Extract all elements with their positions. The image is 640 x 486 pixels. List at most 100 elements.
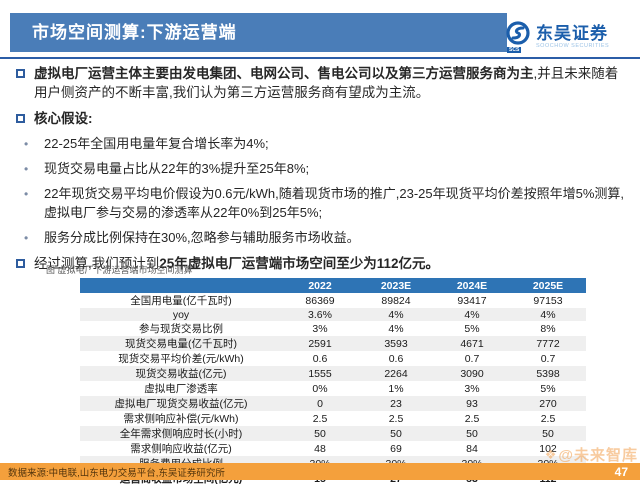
soochow-logo-icon: SCS: [504, 21, 532, 53]
row-value: 4671: [434, 336, 510, 352]
row-value: 4%: [510, 308, 586, 322]
column-header: 2023E: [358, 278, 434, 293]
table-header-row: 2022 2023E 2024E 2025E: [80, 278, 586, 293]
row-value: 0.6: [388, 352, 404, 365]
watermark-icon: ❖: [544, 446, 558, 462]
row-label: 全年需求侧响应时长(小时): [80, 426, 282, 442]
row-value: 0: [282, 396, 358, 412]
logo-badge: SCS: [507, 47, 522, 53]
row-label: yoy: [80, 308, 282, 322]
bullet-operators-rest: ,并且未来随着用户侧资产的不断丰富,我们认为第三方运营服务商有望成为主流。: [34, 66, 619, 100]
row-value: 270: [510, 396, 586, 412]
bullet-operators-bold: 虚拟电厂运营主体主要由发电集团、电网公司、售电公司以及第三方运营服务商为主: [34, 66, 534, 81]
data-source-note: 数据来源:中电联,山东电力交易平台,东吴证券研究所: [8, 467, 225, 479]
row-value: 3593: [358, 336, 434, 352]
row-value: 0.7: [540, 352, 556, 365]
row-value: 8%: [540, 322, 556, 335]
bullet-conclusion: 经过测算,我们预计到25年虚拟电厂运营端市场空间至少为112亿元。: [14, 254, 626, 273]
row-value: 69: [390, 442, 402, 455]
square-bullet-icon: [16, 69, 25, 78]
row-value: 0%: [312, 382, 328, 395]
row-value: 0.6: [312, 352, 328, 365]
table-row: yoy 3.6% 4% 4% 4%: [80, 308, 586, 322]
row-value: 2.5: [540, 412, 556, 425]
row-value: 5%: [464, 322, 480, 335]
row-value: 7772: [510, 336, 586, 352]
market-table-body: 全国用电量(亿千瓦时) 86369 89824 93417 97153 yoy 3.6% 4%…: [80, 293, 586, 486]
row-value: 50: [434, 426, 510, 442]
table-row: 需求侧响应收益(亿元) 48 69 84 102: [80, 441, 586, 456]
row-value: 2591: [282, 336, 358, 352]
column-header: 2022: [282, 278, 358, 293]
row-value: 86369: [305, 294, 335, 307]
row-value: 84: [466, 442, 478, 455]
square-bullet-icon: [16, 114, 25, 123]
row-label: 现货交易收益(亿元): [80, 366, 282, 382]
row-label: 虚拟电厂渗透率: [144, 383, 218, 396]
watermark-text: @未来智库: [558, 447, 638, 464]
row-value: 97153: [533, 294, 563, 307]
row-value: 48: [314, 442, 326, 455]
assumption-item: 现货交易电量占比从22年的3%提升至25年8%;: [20, 160, 626, 179]
row-value: 1555: [282, 366, 358, 382]
row-value: 50: [282, 426, 358, 442]
row-value: 4%: [388, 322, 404, 335]
footer-bar: 数据来源:中电联,山东电力交易平台,东吴证券研究所 47: [0, 463, 640, 480]
row-value: 2.5: [388, 412, 404, 425]
row-value: 93: [434, 396, 510, 412]
row-value: 5%: [540, 382, 556, 395]
table-row: 现货交易平均价差(元/kWh) 0.6 0.6 0.7 0.7: [80, 351, 586, 366]
row-value: 23: [358, 396, 434, 412]
table-row: 现货交易收益(亿元) 1555 2264 3090 5398: [80, 366, 586, 382]
table-row: 虚拟电厂现货交易收益(亿元) 0 23 93 270: [80, 396, 586, 412]
row-value: 4%: [434, 308, 510, 322]
row-value: 2.5: [312, 412, 328, 425]
row-label: 需求侧响应收益(亿元): [130, 443, 232, 456]
row-value: 1%: [388, 382, 404, 395]
bullet-conclusion-text: 经过测算,我们预计到25年虚拟电厂运营端市场空间至少为112亿元。: [34, 254, 626, 273]
row-value: 2.5: [464, 412, 480, 425]
row-value: 0.7: [464, 352, 480, 365]
row-value: 89824: [381, 294, 411, 307]
page-number: 47: [614, 464, 628, 479]
table-row: 现货交易电量(亿千瓦时) 2591 3593 4671 7772: [80, 336, 586, 352]
row-label: 需求侧响应补偿(元/kWh): [123, 413, 239, 426]
row-label: 虚拟电厂现货交易收益(亿元): [80, 396, 282, 412]
row-value: 5398: [510, 366, 586, 382]
table-row: 参与现货交易比例 3% 4% 5% 8%: [80, 321, 586, 336]
row-label: 全国用电量(亿千瓦时): [130, 295, 232, 307]
header-divider: [0, 57, 640, 59]
row-value: 3%: [464, 382, 480, 395]
watermark: ❖ @未来智库: [545, 444, 638, 465]
row-label: 现货交易平均价差(元/kWh): [118, 353, 244, 366]
table-row: 需求侧响应补偿(元/kWh) 2.5 2.5 2.5 2.5: [80, 411, 586, 426]
table-row: 全年需求侧响应时长(小时) 50 50 50 50: [80, 426, 586, 442]
logo-subtitle: SOOCHOW SECURITIES: [536, 42, 610, 49]
assumption-item: 22-25年全国用电量年复合增长率为4%;: [20, 135, 626, 154]
row-value: 2264: [358, 366, 434, 382]
bullet-core-assumptions: 核心假设:: [14, 109, 626, 128]
row-label: 参与现货交易比例: [139, 323, 223, 336]
square-bullet-icon: [16, 258, 25, 268]
table-row: 全国用电量(亿千瓦时) 86369 89824 93417 97153: [80, 293, 586, 308]
slide-body: 虚拟电厂运营主体主要由发电集团、电网公司、售电公司以及第三方运营服务商为主,并且…: [14, 64, 626, 280]
row-label: 现货交易电量(亿千瓦时): [80, 336, 282, 352]
assumption-item: 服务分成比例保持在30%,忽略参与辅助服务市场收益。: [20, 229, 626, 248]
row-value: 93417: [457, 294, 487, 307]
row-value: 3090: [434, 366, 510, 382]
row-value: 102: [539, 442, 557, 455]
bullet-conclusion-plain: 经过测算,我们预计到: [34, 255, 160, 271]
row-value: 50: [510, 426, 586, 442]
row-value: 50: [358, 426, 434, 442]
row-value: 3%: [312, 322, 328, 335]
figure-caption: 图 虚拟电厂下游运营端市场空间测算: [46, 265, 193, 275]
page-title: 市场空间测算:下游运营端: [10, 13, 507, 52]
table-row: 虚拟电厂渗透率 0% 1% 3% 5%: [80, 381, 586, 396]
assumption-list: 22-25年全国用电量年复合增长率为4%; 现货交易电量占比从22年的3%提升至…: [20, 135, 626, 247]
company-logo: SCS 东吴证券 SOOCHOW SECURITIES: [504, 20, 632, 54]
column-header: 2024E: [434, 278, 510, 293]
bullet-conclusion-bold: 25年虚拟电厂运营端市场空间至少为112亿元。: [159, 255, 440, 271]
market-space-table: 2022 2023E 2024E 2025E 全国用电量(亿千瓦时) 86369 8…: [80, 278, 586, 486]
assumption-item: 22年现货交易平均电价假设为0.6元/kWh,随着现货市场的推广,23-25年现…: [20, 185, 626, 222]
column-header: 2025E: [510, 278, 586, 293]
